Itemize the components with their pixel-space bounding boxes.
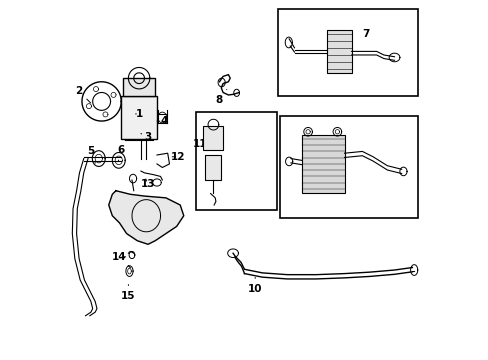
Text: 8: 8	[215, 89, 226, 105]
Bar	[121, 96, 157, 139]
Text: 10: 10	[247, 278, 262, 294]
Text: 2: 2	[75, 86, 91, 103]
Bar	[301, 135, 344, 193]
Bar	[326, 30, 351, 73]
Text: 4: 4	[157, 116, 167, 126]
Text: 9: 9	[319, 143, 326, 153]
Text: 15: 15	[121, 285, 135, 301]
Bar	[203, 126, 223, 150]
Text: 13: 13	[141, 179, 155, 189]
Text: 3: 3	[141, 132, 151, 142]
Text: 12: 12	[171, 152, 185, 162]
Polygon shape	[108, 191, 183, 244]
Bar	[205, 155, 221, 180]
Bar	[123, 78, 155, 96]
Bar	[196, 112, 276, 210]
Text: 1: 1	[135, 109, 142, 119]
Bar	[280, 116, 417, 217]
Bar	[278, 9, 417, 96]
Text: 7: 7	[362, 28, 369, 39]
Text: 11: 11	[192, 139, 207, 149]
Text: 6: 6	[118, 145, 124, 161]
Text: 14: 14	[112, 252, 126, 262]
Text: 5: 5	[87, 147, 95, 163]
